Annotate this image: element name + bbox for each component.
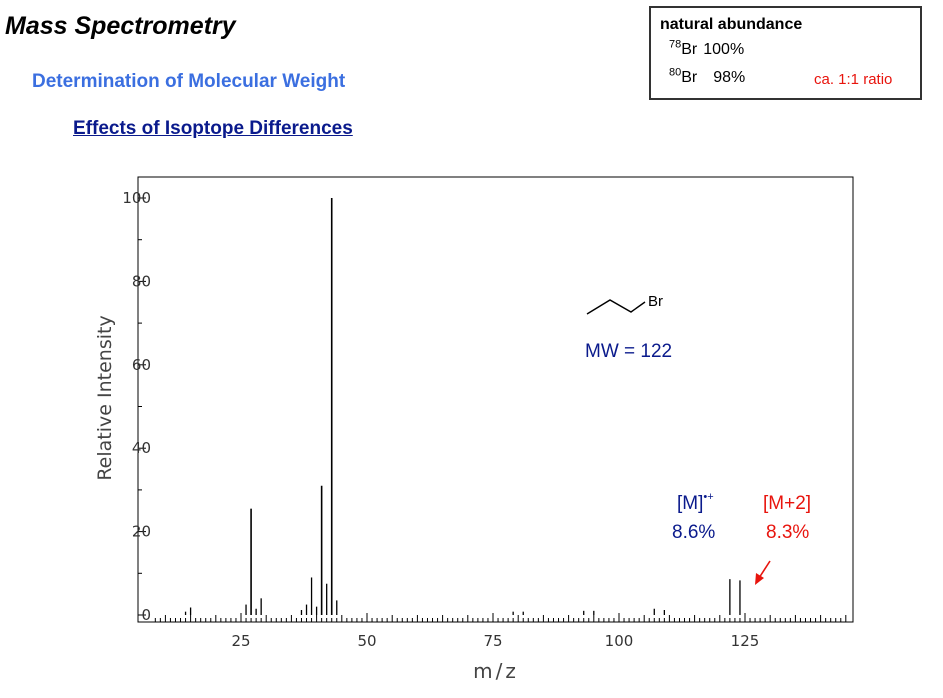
radical-cation-mark: •+ <box>703 491 713 503</box>
y-tick-label: 0 <box>141 606 151 624</box>
slide-subtitle: Determination of Molecular Weight <box>32 71 346 92</box>
m-plus-2-label: [M+2] <box>763 493 811 514</box>
isotope-row-78br: 78Br 100% <box>669 38 745 59</box>
y-tick-label: 100 <box>122 189 151 207</box>
minor-ticks <box>138 239 847 622</box>
red-arrowhead-icon <box>755 573 764 585</box>
isotope-element: Br <box>681 69 698 86</box>
x-tick-label: 75 <box>483 632 502 650</box>
y-tick-label: 80 <box>132 272 151 290</box>
y-axis-label: Relative Intensity <box>94 315 116 480</box>
m-plus-2-percent: 8.3% <box>766 522 809 543</box>
molecule-br-label: Br <box>648 293 663 310</box>
abundance-title: natural abundance <box>660 16 803 33</box>
y-tick-label: 60 <box>132 356 151 374</box>
molecular-ion-symbol: [M] <box>677 493 703 514</box>
spectrum-peaks <box>184 198 741 615</box>
y-tick-label: 40 <box>132 439 151 457</box>
molecular-ion-percent: 8.6% <box>672 522 715 543</box>
ratio-note: ca. 1:1 ratio <box>814 71 893 88</box>
slide-heading: Effects of Isoptope Differences <box>73 118 353 139</box>
propyl-chain-icon <box>586 299 646 315</box>
molecular-ion-label: [M]•+ <box>677 491 714 514</box>
x-tick-label: 50 <box>357 632 376 650</box>
x-tick-label: 125 <box>731 632 760 650</box>
isotope-abundance: 100% <box>703 41 745 58</box>
x-axis-label: m/z <box>473 659 519 683</box>
y-tick-label: 20 <box>132 523 151 541</box>
slide-title: Mass Spectrometry <box>5 12 236 40</box>
isotope-mass: 80 <box>669 66 682 79</box>
x-tick-label: 25 <box>231 632 250 650</box>
isotope-mass: 78 <box>669 38 682 51</box>
x-axis-ticks: 25 50 75 100 125 <box>231 613 759 650</box>
isotope-row-80br: 80Br 98% <box>669 66 746 87</box>
isotope-element: Br <box>681 41 698 58</box>
natural-abundance-box: natural abundance 78Br 100% 80Br 98% ca. 1… <box>649 6 922 100</box>
x-tick-label: 100 <box>605 632 634 650</box>
y-axis-ticks: 0 20 40 60 80 100 <box>122 189 151 624</box>
isotope-abundance: 98% <box>713 69 746 86</box>
plot-frame <box>137 176 854 623</box>
mw-label: MW = 122 <box>585 341 672 362</box>
red-arrow-icon <box>758 560 771 579</box>
